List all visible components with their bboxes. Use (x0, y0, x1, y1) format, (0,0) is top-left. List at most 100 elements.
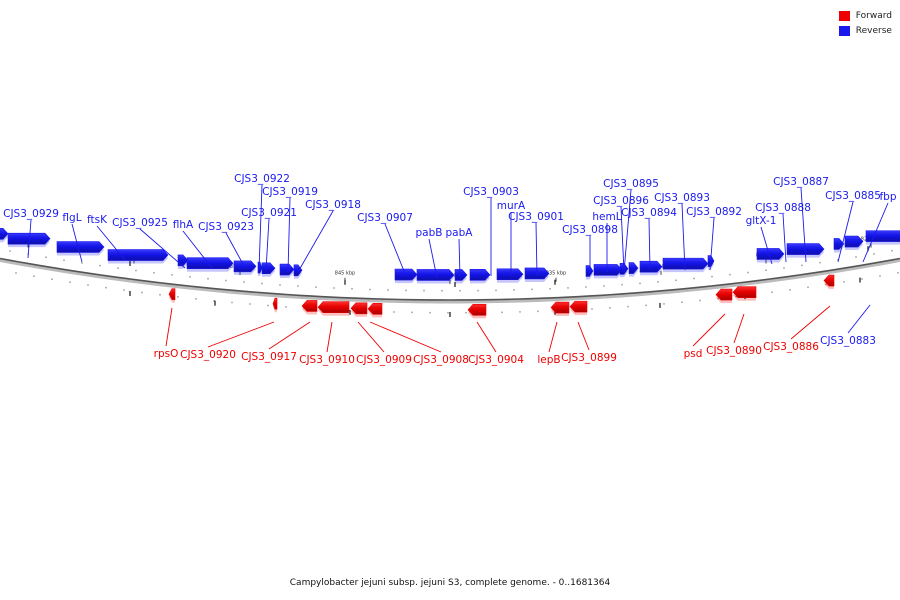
gene-label-psd: psd (684, 348, 703, 360)
leader-line-cjs3-0920 (207, 321, 275, 348)
leader-line-rpso (165, 307, 173, 347)
leader-line-cjs3-0893 (681, 203, 686, 271)
leader-line-cjs3-0895 (623, 189, 632, 273)
reverse-gene-arrow (639, 260, 663, 276)
legend-forward: Forward (838, 8, 892, 23)
gene-label-ftsk: ftsK (87, 214, 108, 226)
gene-label-flgl: flgL (62, 212, 81, 224)
reverse-gene-arrow (416, 269, 455, 284)
gene-label-cjs3-0909: CJS3_0909 (356, 354, 412, 366)
leader-line-cjs3-0901 (535, 222, 538, 277)
leader-line-cjs3-0910 (326, 321, 333, 353)
leader-line-flha (182, 230, 213, 269)
gene-label-lepb: lepB (537, 354, 560, 366)
gene-label-cjs3-0921: CJS3_0921 (241, 207, 297, 219)
leader-line-lepb (548, 321, 558, 353)
leader-line-paba (458, 238, 461, 278)
legend-reverse-label: Reverse (855, 25, 892, 36)
leader-line-cjs3-0923 (225, 232, 245, 267)
leader-line-cjs3-0918 (297, 210, 334, 273)
gene-label-cjs3-0929: CJS3_0929 (3, 208, 59, 220)
leader-line-cjs3-0888 (782, 213, 787, 263)
leader-line-cjs3-0890 (733, 313, 745, 344)
gene-label-heml: hemL (592, 211, 621, 223)
leader-line-cjs3-0921 (265, 218, 270, 271)
leader-line-pabb (428, 238, 438, 279)
gene-label-cjs3-0917: CJS3_0917 (241, 351, 297, 363)
leader-line-ftsk (96, 225, 126, 261)
gene-label-cjs3-0896: CJS3_0896 (593, 195, 649, 207)
forward-gene-arrow (823, 274, 835, 290)
leader-line-cjs3-0904 (476, 321, 497, 353)
reverse-gene-arrow (56, 241, 105, 256)
gene-label-cjs3-0898: CJS3_0898 (562, 224, 618, 236)
reverse-gene-arrow (454, 269, 468, 284)
reverse-gene-arrow (394, 268, 418, 284)
map-caption: Campylobacter jejuni subsp. jejuni S3, c… (289, 578, 611, 588)
reverse-gene-arrow (496, 268, 524, 283)
forward-gene-arrow (301, 300, 318, 315)
forward-gene-arrow (367, 303, 383, 318)
gene-label-pabb: pabB (416, 227, 443, 239)
forward-gene-arrow (732, 286, 757, 301)
reverse-gene-arrow (261, 262, 276, 277)
forward-gene-arrow (550, 301, 570, 317)
reverse-gene-arrow (628, 262, 639, 277)
leader-line-cjs3-0908 (369, 321, 442, 353)
reverse-gene-arrow (865, 230, 900, 245)
reverse-gene-arrow (585, 265, 594, 280)
gene-label-cjs3-0887: CJS3_0887 (773, 176, 829, 188)
reverse-gene-arrow (844, 235, 864, 251)
leader-line-cjs3-0885 (837, 201, 854, 263)
reverse-gene-arrow (756, 248, 785, 263)
backbone-shadow (0, 258, 900, 304)
forward-gene-arrow (168, 288, 176, 303)
forward-gene-arrow (317, 301, 350, 316)
leader-line-cjs3-0892 (709, 217, 715, 271)
leader-line-cjs3-0925 (139, 228, 186, 269)
gene-label-cjs3-0904: CJS3_0904 (468, 354, 524, 366)
gene-label-cjs3-0885: CJS3_0885 (825, 190, 881, 202)
gene-label-cjs3-0918: CJS3_0918 (305, 199, 361, 211)
leader-line-gltx-1 (760, 226, 773, 265)
leader-line-cjs3-0922 (258, 184, 263, 271)
gene-label-mura: murA (497, 200, 526, 212)
reverse-gene-arrow (107, 249, 169, 264)
gene-label-rpso: rpsO (154, 348, 179, 360)
leader-line-cjs3-0887 (800, 187, 807, 263)
leader-line-cjs3-0899 (577, 321, 590, 351)
reverse-swatch (838, 25, 850, 36)
forward-swatch (838, 10, 850, 21)
leader-line-cjs3-0907 (384, 223, 407, 277)
reverse-gene-arrow (593, 264, 623, 279)
reverse-gene-arrow (233, 260, 257, 275)
legend-forward-label: Forward (855, 10, 892, 21)
reverse-gene-arrow (0, 227, 9, 243)
genome-backbone (0, 257, 900, 301)
gene-label-cjs3-0894: CJS3_0894 (621, 207, 677, 219)
leader-line-cjs3-0929 (27, 219, 32, 259)
forward-gene-arrow (569, 300, 588, 316)
gene-label-cjs3-0923: CJS3_0923 (198, 221, 254, 233)
gene-label-fbp: fbp (879, 191, 896, 203)
scale-label-845-kbp: 845 kbp (335, 271, 355, 277)
forward-gene-arrow (272, 297, 278, 313)
gene-label-cjs3-0899: CJS3_0899 (561, 352, 617, 364)
gene-label-paba: pabA (446, 227, 474, 239)
gene-label-cjs3-0886: CJS3_0886 (763, 341, 819, 353)
reverse-gene-arrow (177, 254, 189, 269)
legend: Forward Reverse (838, 8, 892, 38)
reverse-gene-arrow (469, 269, 491, 284)
leader-line-fbp (862, 202, 889, 263)
leader-line-cjs3-0917 (268, 321, 311, 350)
gene-label-cjs3-0907: CJS3_0907 (357, 212, 413, 224)
forward-gene-arrow (350, 302, 368, 317)
gene-label-cjs3-0888: CJS3_0888 (755, 202, 811, 214)
gene-label-cjs3-0910: CJS3_0910 (299, 354, 355, 366)
forward-gene-arrow (467, 304, 487, 319)
leader-line-cjs3-0909 (357, 321, 385, 353)
gene-label-cjs3-0901: CJS3_0901 (508, 211, 564, 223)
leader-line-flgl (71, 223, 83, 263)
gene-label-cjs3-0908: CJS3_0908 (413, 354, 469, 366)
